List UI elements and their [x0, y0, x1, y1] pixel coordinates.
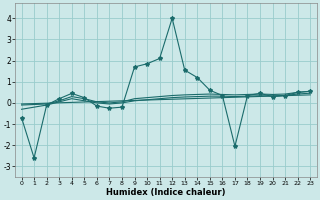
X-axis label: Humidex (Indice chaleur): Humidex (Indice chaleur) [106, 188, 226, 197]
